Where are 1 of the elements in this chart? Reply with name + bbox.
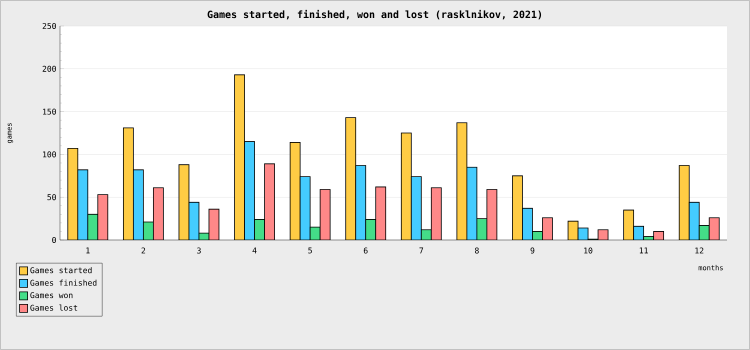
chart-title: Games started, finished, won and lost (rasklnikov, 2021)	[208, 10, 542, 20]
